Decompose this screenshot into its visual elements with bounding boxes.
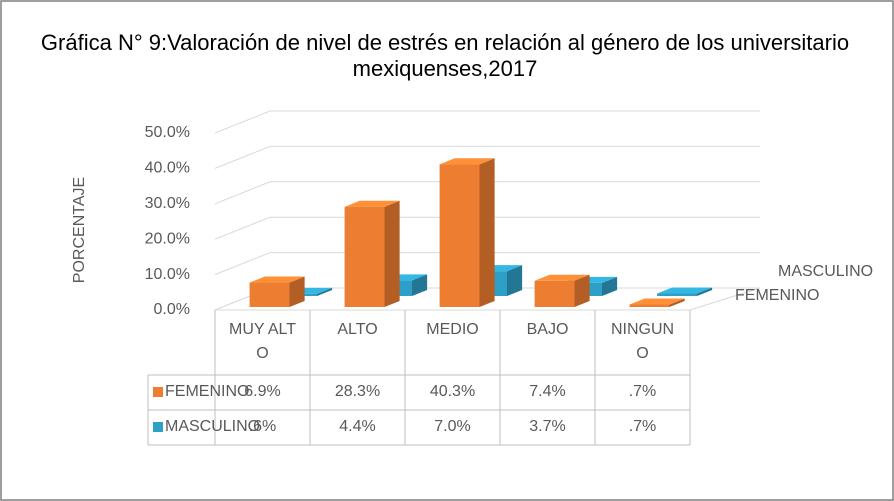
x-tick-label-box: MUY ALTO (229, 321, 296, 362)
bar (344, 206, 385, 307)
bar-side (574, 274, 590, 307)
x-tick-label-box: MEDIO (426, 321, 479, 338)
y-tick-label: 0.0% (154, 301, 190, 318)
y-tick-label: 30.0% (145, 195, 190, 212)
x-tick-label: NINGUNO (610, 321, 675, 362)
grid-line (214, 252, 760, 276)
table-cell: 40.3% (430, 383, 475, 400)
bar-top (344, 200, 400, 207)
table-cell: .7% (629, 418, 657, 435)
table-cell: 6.9% (244, 383, 280, 400)
bar-side (507, 265, 523, 296)
depth-axis-label: FEMENINO (735, 287, 819, 304)
table-cell: 28.3% (335, 383, 380, 400)
x-tick-label: BAJO (526, 321, 569, 338)
y-tick-label: 20.0% (145, 230, 190, 247)
legend-key (153, 422, 163, 432)
x-tick-label-box: NINGUNO (610, 321, 675, 362)
chart-title: Gráfica N° 9:Valoración de nivel de estr… (40, 30, 850, 81)
table-cell: .7% (629, 383, 657, 400)
bar (657, 293, 697, 296)
table-cell: .6% (249, 418, 277, 435)
x-tick-label: MEDIO (426, 321, 479, 338)
y-tick-label: 10.0% (145, 266, 190, 283)
bar-top (439, 158, 495, 165)
bar-top (534, 274, 590, 281)
grid-line (214, 110, 760, 134)
x-tick-label-box: BAJO (526, 321, 569, 338)
bar-top (629, 298, 685, 305)
bar-side (669, 298, 685, 307)
bar-side (602, 276, 618, 296)
bar-side (289, 276, 305, 307)
table-cell: 7.4% (529, 383, 565, 400)
bar-side (412, 274, 428, 296)
bar-top (249, 276, 305, 283)
legend-key (153, 387, 163, 397)
table-row-header: MASCULINO (165, 418, 260, 435)
y-tick-label: 50.0% (145, 124, 190, 141)
bar (439, 164, 480, 307)
grid-line (214, 181, 760, 205)
x-tick-label: MUY ALTO (229, 321, 296, 362)
y-axis-label: PORCENTAJE (71, 177, 88, 283)
x-tick-label-box: ALTO (337, 321, 378, 338)
bar (629, 304, 670, 307)
bar-side (384, 200, 400, 307)
grid-line (214, 145, 760, 169)
y-tick-label: 40.0% (145, 160, 190, 177)
bar-side (317, 287, 333, 296)
x-tick-label: ALTO (337, 321, 378, 338)
table-row-header: FEMENINO (165, 383, 249, 400)
bar-top (657, 287, 713, 294)
depth-axis-label: MASCULINO (778, 263, 873, 280)
bar-side (697, 287, 713, 296)
bar-side (479, 158, 495, 307)
table-cell: 4.4% (339, 418, 375, 435)
table-cell: 3.7% (529, 418, 565, 435)
bar (534, 280, 575, 307)
table-cell: 7.0% (434, 418, 470, 435)
bar (249, 282, 290, 307)
grid-line (214, 216, 760, 240)
